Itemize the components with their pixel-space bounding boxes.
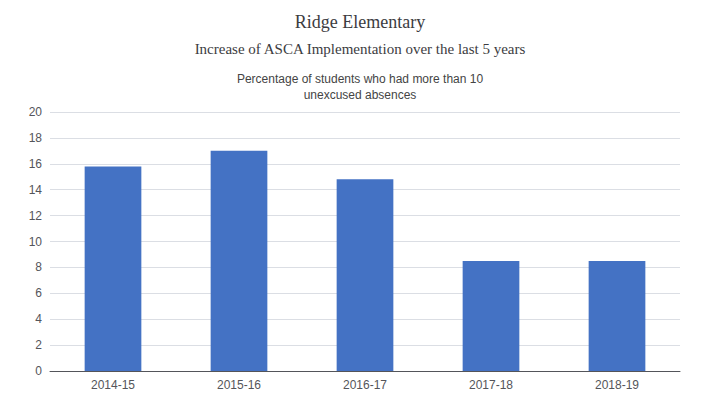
svg-text:20: 20 bbox=[29, 105, 43, 119]
svg-text:4: 4 bbox=[35, 312, 42, 326]
svg-text:2: 2 bbox=[35, 338, 42, 352]
svg-text:2018-19: 2018-19 bbox=[595, 378, 639, 392]
svg-text:2017-18: 2017-18 bbox=[469, 378, 513, 392]
svg-text:18: 18 bbox=[29, 131, 43, 145]
svg-text:8: 8 bbox=[35, 260, 42, 274]
svg-text:12: 12 bbox=[29, 209, 43, 223]
svg-text:unexcused absences: unexcused absences bbox=[304, 88, 417, 102]
svg-text:2015-16: 2015-16 bbox=[217, 378, 261, 392]
svg-text:Percentage of students who had: Percentage of students who had more than… bbox=[237, 72, 483, 86]
svg-text:6: 6 bbox=[35, 286, 42, 300]
svg-text:0: 0 bbox=[35, 364, 42, 378]
svg-text:Increase of ASCA Implementatio: Increase of ASCA Implementation over the… bbox=[195, 41, 526, 57]
svg-text:10: 10 bbox=[29, 235, 43, 249]
svg-text:2014-15: 2014-15 bbox=[91, 378, 135, 392]
svg-text:2016-17: 2016-17 bbox=[343, 378, 387, 392]
svg-text:14: 14 bbox=[29, 183, 43, 197]
svg-text:16: 16 bbox=[29, 157, 43, 171]
svg-text:Ridge Elementary: Ridge Elementary bbox=[295, 12, 425, 32]
